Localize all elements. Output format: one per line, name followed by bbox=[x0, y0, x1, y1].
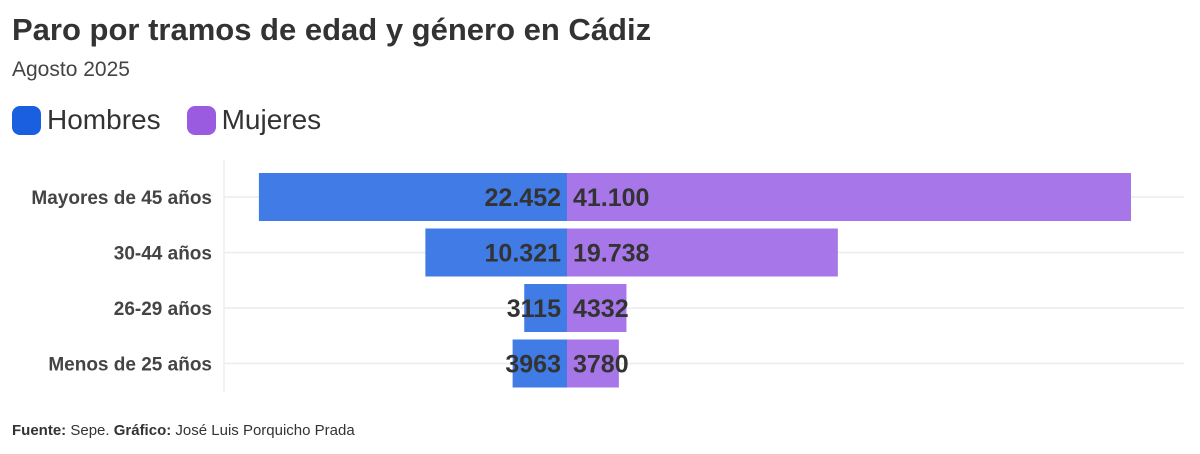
source-value: Sepe. bbox=[70, 422, 110, 439]
bar-hombres bbox=[258, 173, 567, 221]
page-subtitle: Agosto 2025 bbox=[12, 58, 130, 81]
chart: Mayores de 45 años 22.452 41.100 30-44 años… bbox=[31, 160, 1184, 392]
category-label: 26-29 años bbox=[114, 299, 212, 320]
value-label-mujeres: 19.738 bbox=[573, 240, 650, 268]
bar-mujeres bbox=[567, 284, 627, 332]
source-label: Fuente: bbox=[12, 422, 67, 439]
bar-mujeres bbox=[567, 339, 619, 388]
page-title: Paro por tramos de edad y género en Cádi… bbox=[12, 12, 652, 47]
value-label-mujeres: 4332 bbox=[573, 295, 629, 323]
legend-item-mujeres: Mujeres bbox=[186, 104, 322, 136]
legend-label-mujeres: Mujeres bbox=[221, 104, 322, 135]
legend-label-hombres: Hombres bbox=[47, 104, 161, 135]
bar-hombres bbox=[512, 339, 567, 388]
legend-swatch-hombres bbox=[12, 105, 41, 135]
category-label: Mayores de 45 años bbox=[31, 188, 212, 209]
value-label-mujeres: 3780 bbox=[573, 351, 629, 379]
value-label-hombres: 3963 bbox=[505, 351, 561, 379]
legend: Hombres Mujeres bbox=[12, 104, 321, 136]
category-label: Menos de 25 años bbox=[48, 355, 212, 376]
bar-hombres bbox=[524, 284, 567, 332]
credit-value: José Luis Porquicho Prada bbox=[175, 422, 355, 439]
value-label-hombres: 22.452 bbox=[485, 184, 561, 212]
bar-mujeres bbox=[567, 228, 838, 277]
value-label-mujeres: 41.100 bbox=[573, 184, 649, 212]
legend-swatch-mujeres bbox=[186, 105, 216, 135]
footer: Fuente: Sepe. Gráfico: José Luis Porquic… bbox=[12, 422, 355, 439]
bar-hombres bbox=[425, 228, 567, 277]
value-label-hombres: 10.321 bbox=[485, 240, 562, 268]
credit-label: Gráfico: bbox=[113, 422, 172, 439]
bar-mujeres bbox=[567, 173, 1131, 221]
value-label-hombres: 3115 bbox=[507, 295, 561, 323]
category-label: 30-44 años bbox=[114, 244, 212, 265]
legend-item-hombres: Hombres bbox=[12, 104, 161, 136]
